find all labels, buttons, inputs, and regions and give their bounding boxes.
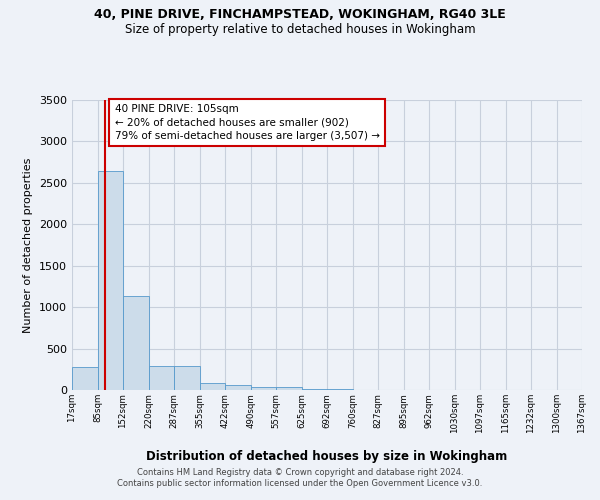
Text: Contains HM Land Registry data © Crown copyright and database right 2024.
Contai: Contains HM Land Registry data © Crown c… xyxy=(118,468,482,487)
Text: Size of property relative to detached houses in Wokingham: Size of property relative to detached ho… xyxy=(125,22,475,36)
Bar xyxy=(174,366,200,390)
Bar xyxy=(251,386,276,390)
Y-axis label: Number of detached properties: Number of detached properties xyxy=(23,158,34,332)
Bar xyxy=(276,387,302,390)
Bar xyxy=(123,296,149,390)
Bar xyxy=(149,366,174,390)
Text: 40, PINE DRIVE, FINCHAMPSTEAD, WOKINGHAM, RG40 3LE: 40, PINE DRIVE, FINCHAMPSTEAD, WOKINGHAM… xyxy=(94,8,506,20)
Text: 40 PINE DRIVE: 105sqm
← 20% of detached houses are smaller (902)
79% of semi-det: 40 PINE DRIVE: 105sqm ← 20% of detached … xyxy=(115,104,380,141)
Bar xyxy=(200,384,225,390)
Text: Distribution of detached houses by size in Wokingham: Distribution of detached houses by size … xyxy=(146,450,508,463)
Bar xyxy=(98,172,123,390)
Bar xyxy=(72,367,98,390)
Bar xyxy=(225,385,251,390)
Bar xyxy=(302,389,327,390)
